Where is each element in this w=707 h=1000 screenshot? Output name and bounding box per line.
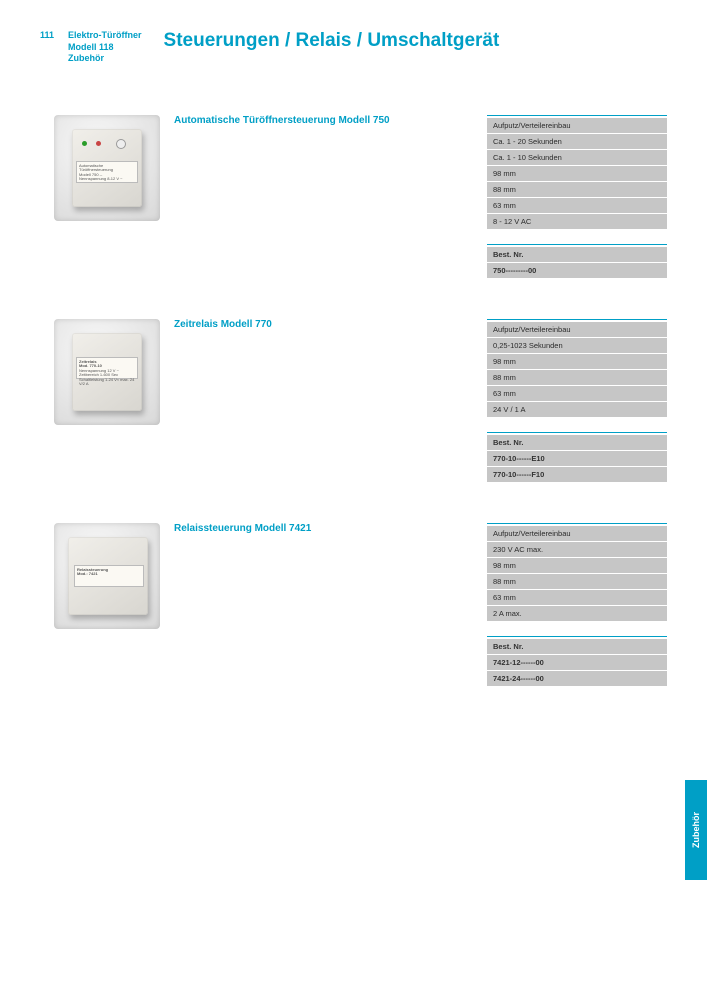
spec-table: Aufputz/Verteilereinbau 230 V AC max. 98… — [487, 526, 667, 622]
spec-value: Ca. 1 - 20 Sekunden — [487, 134, 667, 149]
product-image-col: Relaissteuerung Mod.: 7421 — [54, 523, 160, 687]
spec-value: 88 mm — [487, 182, 667, 197]
product-content: Relaissteuerung Modell 7421 Aufputz/Vert… — [174, 523, 667, 687]
blue-divider — [487, 432, 667, 433]
product-title: Automatische Türöffnersteuerung Modell 7… — [174, 115, 477, 126]
product-text: Zeitrelais Modell 770 — [174, 319, 477, 483]
order-number: 770-10------E10 — [487, 451, 667, 467]
page-header: 111 Elektro-Türöffner Modell 118 Zubehör… — [40, 30, 667, 65]
product-image: Relaissteuerung Mod.: 7421 — [54, 523, 160, 629]
spec-value: 24 V / 1 A — [487, 402, 667, 417]
product-block-7421: Relaissteuerung Mod.: 7421 Relaissteueru… — [40, 523, 667, 687]
page-number: 111 — [40, 30, 54, 40]
blue-divider — [487, 636, 667, 637]
spec-value: 63 mm — [487, 386, 667, 401]
product-block-770: Zeitrelais Mod. 770-10 Nennspannung 12 V… — [40, 319, 667, 483]
product-image-col: Automatische Türöffnersteuerung Modell 7… — [54, 115, 160, 279]
spec-table: Aufputz/Verteilereinbau Ca. 1 - 20 Sekun… — [487, 118, 667, 230]
page-title: Steuerungen / Relais / Umschaltgerät — [164, 30, 500, 52]
spec-value: Ca. 1 - 10 Sekunden — [487, 150, 667, 165]
product-text: Automatische Türöffnersteuerung Modell 7… — [174, 115, 477, 279]
order-number: 750---------00 — [487, 263, 667, 279]
image-label-line: Schaltleistung 1-24 V≈ max. 24 V/2 A — [79, 378, 135, 387]
spec-value: 88 mm — [487, 574, 667, 589]
spec-value: 230 V AC max. — [487, 542, 667, 557]
catalog-page: 111 Elektro-Türöffner Modell 118 Zubehör… — [0, 0, 707, 747]
blue-divider — [487, 523, 667, 524]
spec-value: 63 mm — [487, 590, 667, 605]
spec-value: Aufputz/Verteilereinbau — [487, 322, 667, 337]
breadcrumb: Elektro-Türöffner Modell 118 Zubehör — [68, 30, 142, 65]
product-title: Relaissteuerung Modell 7421 — [174, 523, 477, 534]
side-tab: Zubehör — [685, 780, 707, 880]
order-number: 7421-24------00 — [487, 671, 667, 687]
spec-value: 88 mm — [487, 370, 667, 385]
spec-column: Aufputz/Verteilereinbau 0,25-1023 Sekund… — [487, 319, 667, 483]
order-header: Best. Nr. — [487, 639, 667, 655]
spec-table: Aufputz/Verteilereinbau 0,25-1023 Sekund… — [487, 322, 667, 418]
breadcrumb-line: Elektro-Türöffner — [68, 30, 142, 42]
spec-value: 8 - 12 V AC — [487, 214, 667, 229]
blue-divider — [487, 115, 667, 116]
image-label-line: Nennspannung 8-12 V ~ — [79, 177, 135, 181]
product-image-col: Zeitrelais Mod. 770-10 Nennspannung 12 V… — [54, 319, 160, 483]
breadcrumb-line: Modell 118 — [68, 42, 142, 54]
spec-value: 63 mm — [487, 198, 667, 213]
image-label-line: Mod.: 7421 — [77, 572, 141, 576]
spec-value: Aufputz/Verteilereinbau — [487, 118, 667, 133]
product-text: Relaissteuerung Modell 7421 — [174, 523, 477, 687]
side-tab-label: Zubehör — [691, 812, 701, 848]
product-content: Automatische Türöffnersteuerung Modell 7… — [174, 115, 667, 279]
spec-value: 98 mm — [487, 166, 667, 181]
spec-value: 98 mm — [487, 558, 667, 573]
product-block-750: Automatische Türöffnersteuerung Modell 7… — [40, 115, 667, 279]
order-header: Best. Nr. — [487, 435, 667, 451]
order-number: 770-10------F10 — [487, 467, 667, 483]
breadcrumb-line: Zubehör — [68, 53, 142, 65]
spec-value: 2 A max. — [487, 606, 667, 621]
blue-divider — [487, 319, 667, 320]
spec-column: Aufputz/Verteilereinbau Ca. 1 - 20 Sekun… — [487, 115, 667, 279]
spec-value: 98 mm — [487, 354, 667, 369]
product-image: Automatische Türöffnersteuerung Modell 7… — [54, 115, 160, 221]
spec-value: Aufputz/Verteilereinbau — [487, 526, 667, 541]
blue-divider — [487, 244, 667, 245]
product-content: Zeitrelais Modell 770 Aufputz/Verteilere… — [174, 319, 667, 483]
product-title: Zeitrelais Modell 770 — [174, 319, 477, 330]
spec-column: Aufputz/Verteilereinbau 230 V AC max. 98… — [487, 523, 667, 687]
order-header: Best. Nr. — [487, 247, 667, 263]
order-number: 7421-12------00 — [487, 655, 667, 671]
spec-value: 0,25-1023 Sekunden — [487, 338, 667, 353]
product-image: Zeitrelais Mod. 770-10 Nennspannung 12 V… — [54, 319, 160, 425]
